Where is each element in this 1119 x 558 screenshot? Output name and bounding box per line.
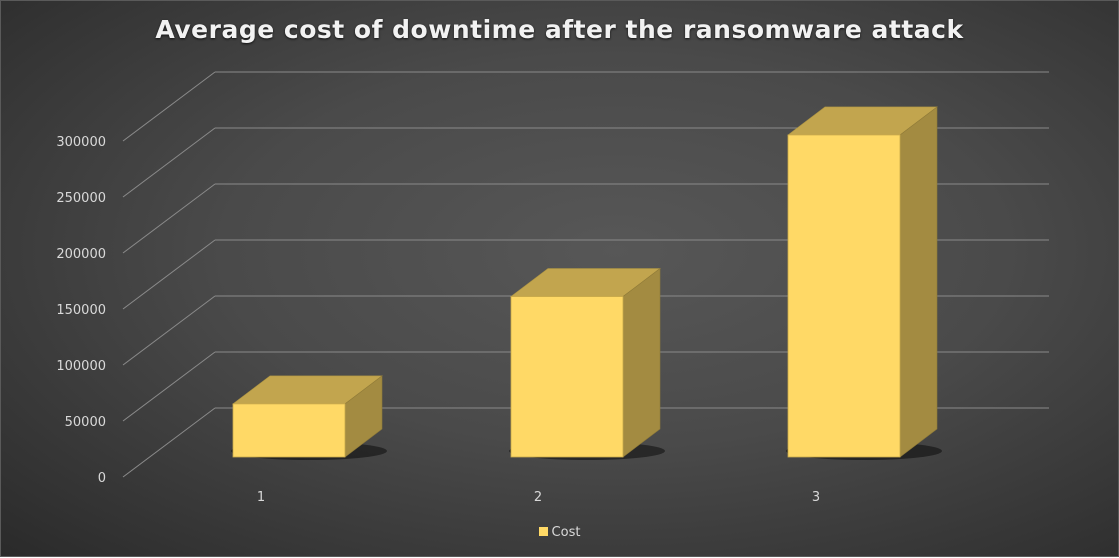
bar-1	[231, 375, 387, 460]
y-tick-label: 50000	[65, 415, 106, 430]
legend-swatch-icon	[538, 527, 548, 536]
legend: Cost	[1, 525, 1118, 540]
y-tick-label: 300000	[56, 135, 106, 150]
y-tick-label: 100000	[56, 359, 106, 374]
y-tick-label: 250000	[56, 191, 106, 206]
y-tick-label: 150000	[56, 303, 106, 318]
bar-2	[509, 267, 665, 460]
x-tick-label: 1	[257, 490, 265, 505]
chart-title: Average cost of downtime after the ranso…	[155, 15, 964, 44]
bar-3	[786, 106, 942, 460]
gridline	[122, 71, 1049, 142]
x-tick-label: 2	[534, 490, 542, 505]
legend-label: Cost	[551, 525, 581, 540]
x-tick-label: 3	[812, 490, 820, 505]
y-tick-label: 200000	[56, 247, 106, 262]
y-tick-label: 0	[98, 471, 106, 486]
